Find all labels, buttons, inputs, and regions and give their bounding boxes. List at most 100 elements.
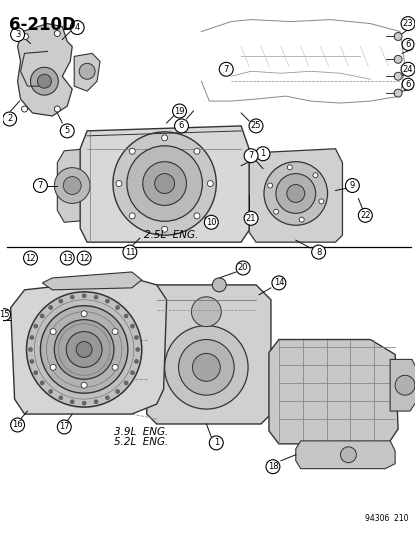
Circle shape [30,359,34,364]
Text: 5.2L  ENG.: 5.2L ENG. [114,437,168,447]
Circle shape [194,213,200,219]
Circle shape [266,460,280,474]
Circle shape [359,208,372,222]
Circle shape [11,418,24,432]
Circle shape [155,174,175,193]
Circle shape [395,375,415,395]
Circle shape [276,174,316,213]
Circle shape [129,213,135,219]
Circle shape [116,390,120,393]
Circle shape [178,340,234,395]
Text: 11: 11 [124,248,135,256]
Circle shape [34,371,38,375]
Circle shape [130,371,134,375]
Circle shape [81,382,87,388]
Circle shape [60,124,74,138]
Circle shape [124,381,128,385]
Text: 4: 4 [75,23,80,32]
Circle shape [319,199,324,204]
Text: 16: 16 [12,421,23,430]
Circle shape [194,148,200,154]
Circle shape [124,314,128,318]
Circle shape [219,62,233,76]
Circle shape [394,72,402,80]
Circle shape [299,217,304,222]
Circle shape [70,21,84,35]
Circle shape [161,135,168,141]
Circle shape [22,34,29,39]
Polygon shape [11,278,166,414]
Circle shape [34,324,38,328]
Polygon shape [57,149,87,222]
Circle shape [191,297,221,327]
Circle shape [50,329,56,335]
Text: 9: 9 [350,181,355,190]
Text: 2.5L  ENG.: 2.5L ENG. [144,230,199,240]
Circle shape [249,119,263,133]
Circle shape [40,306,128,393]
Text: 10: 10 [206,218,217,227]
Circle shape [175,119,188,133]
Circle shape [34,179,47,192]
Circle shape [40,314,44,318]
Text: 24: 24 [403,65,413,74]
Text: 23: 23 [403,19,413,28]
Circle shape [113,132,216,235]
Text: 7: 7 [248,151,254,160]
Circle shape [244,212,258,225]
Polygon shape [42,272,142,290]
Circle shape [204,215,218,229]
Circle shape [264,161,327,225]
Text: 19: 19 [174,107,185,116]
Text: 17: 17 [59,423,70,431]
Circle shape [136,348,140,351]
Circle shape [123,245,137,259]
Text: 5: 5 [65,126,70,135]
Polygon shape [147,285,271,424]
Circle shape [165,326,248,409]
Circle shape [94,400,98,404]
Circle shape [209,436,223,450]
Text: 6: 6 [179,122,184,131]
Circle shape [40,381,44,385]
Circle shape [30,67,59,95]
Text: 3: 3 [15,30,20,39]
Text: 25: 25 [251,122,261,131]
Circle shape [394,33,402,41]
Circle shape [212,278,226,292]
Circle shape [129,148,135,154]
Circle shape [60,251,74,265]
Circle shape [105,396,110,400]
Circle shape [82,294,86,298]
Circle shape [11,28,24,42]
Circle shape [37,74,51,88]
Text: 12: 12 [25,254,36,263]
Circle shape [2,112,17,126]
Circle shape [54,106,60,112]
Circle shape [112,329,118,335]
Circle shape [57,420,71,434]
Polygon shape [80,126,249,242]
Circle shape [27,292,142,407]
Text: 94306  210: 94306 210 [364,514,408,523]
Circle shape [208,181,213,187]
Polygon shape [390,359,415,411]
Text: 18: 18 [268,462,278,471]
Circle shape [76,342,92,358]
Circle shape [77,251,91,265]
Circle shape [49,305,53,310]
Text: 1: 1 [260,149,266,158]
Circle shape [116,181,122,187]
Circle shape [70,400,74,404]
Text: 2: 2 [7,115,12,124]
Circle shape [287,165,292,170]
Circle shape [112,365,118,370]
Circle shape [22,106,27,112]
Circle shape [193,353,220,381]
Circle shape [394,89,402,97]
Circle shape [59,396,63,400]
Text: 3.9L  ENG.: 3.9L ENG. [114,427,168,437]
Circle shape [236,261,250,275]
Circle shape [70,295,74,299]
Polygon shape [17,23,72,116]
